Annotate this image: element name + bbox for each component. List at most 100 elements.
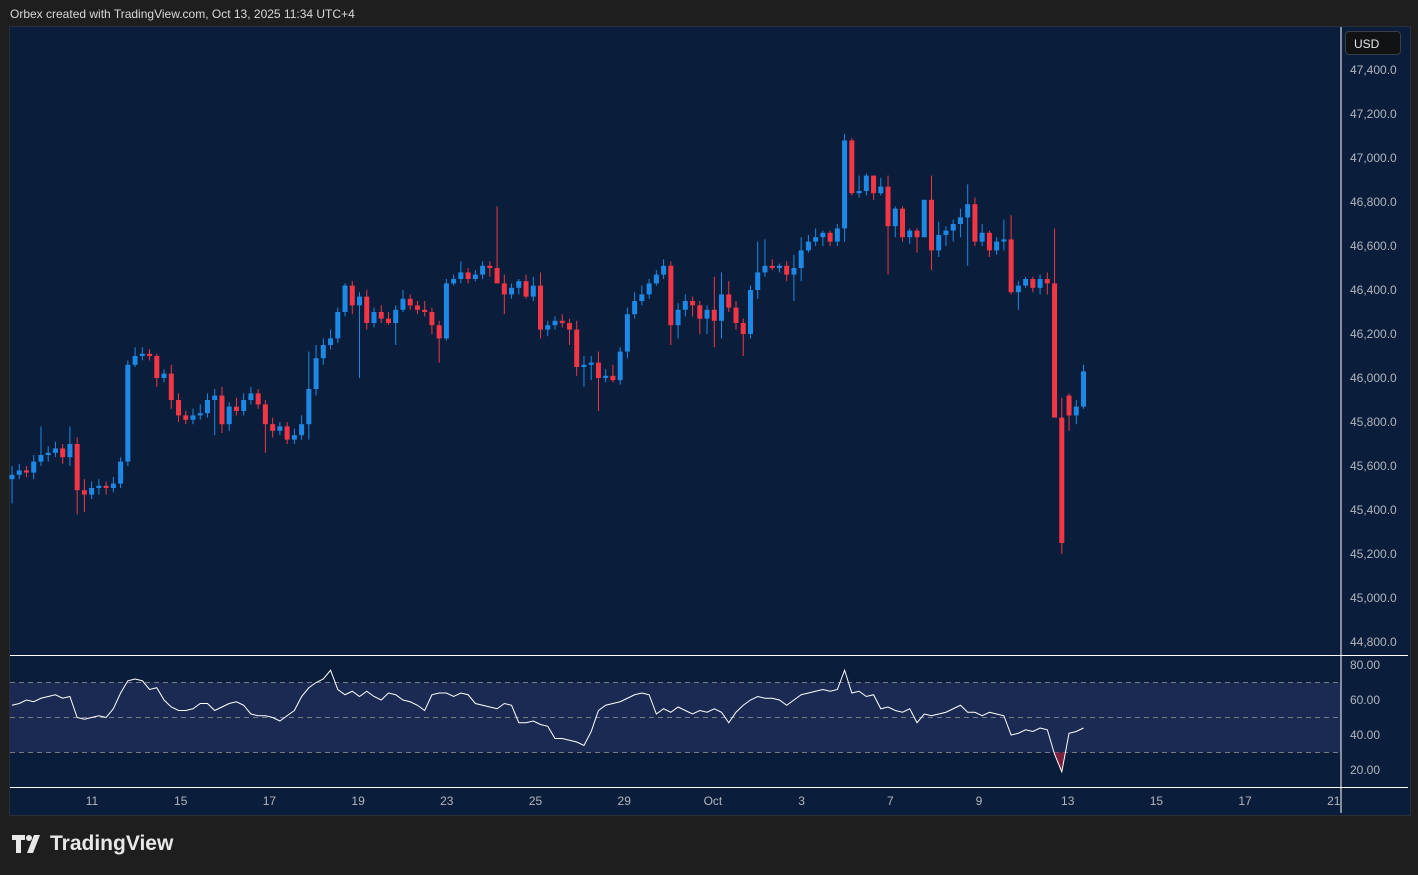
candle xyxy=(624,307,630,359)
candle xyxy=(226,402,232,431)
candle xyxy=(299,415,305,440)
candle xyxy=(755,241,761,299)
candle xyxy=(342,283,348,317)
candle-body xyxy=(827,232,833,242)
candle xyxy=(697,301,703,334)
candle-body xyxy=(957,217,963,224)
candle xyxy=(581,356,587,387)
candle-body xyxy=(762,265,768,273)
candle xyxy=(451,274,457,286)
candle-body xyxy=(603,375,609,378)
candle xyxy=(885,175,891,275)
candle xyxy=(762,239,768,277)
candle xyxy=(863,173,869,196)
candle-body xyxy=(443,283,449,339)
candle xyxy=(364,290,370,330)
candle-body xyxy=(168,373,174,400)
candle-body xyxy=(1008,239,1014,293)
candle-body xyxy=(719,294,725,321)
candle xyxy=(936,221,942,257)
candle xyxy=(1015,281,1021,310)
candle xyxy=(871,175,877,200)
candle-body xyxy=(863,175,869,191)
candle-body xyxy=(559,320,565,323)
candle-body xyxy=(856,191,862,194)
candle xyxy=(957,208,963,238)
candle-body xyxy=(516,281,522,288)
candle xyxy=(690,296,696,317)
candle-body xyxy=(1059,417,1065,543)
candle xyxy=(588,356,594,381)
candle-body xyxy=(472,274,478,279)
candle xyxy=(23,466,29,477)
candle-body xyxy=(465,272,471,279)
candle xyxy=(501,274,507,315)
candle-body xyxy=(378,312,384,319)
rsi-tick-label: 80.00 xyxy=(1350,658,1380,672)
candle xyxy=(1008,215,1014,295)
time-tick-label: 7 xyxy=(887,794,894,808)
candle xyxy=(972,197,978,246)
candle-body xyxy=(1081,371,1087,407)
candle xyxy=(632,292,638,319)
candle-body xyxy=(538,285,544,330)
candle xyxy=(233,397,239,416)
candle xyxy=(45,446,51,462)
candle xyxy=(89,481,95,499)
candle xyxy=(255,389,261,409)
candle xyxy=(914,228,920,253)
candle-body xyxy=(262,404,268,425)
candle-body xyxy=(581,364,587,367)
candle-body xyxy=(617,351,623,381)
candle xyxy=(168,364,174,409)
candle xyxy=(661,259,667,279)
candle xyxy=(118,457,124,488)
candle xyxy=(67,426,73,466)
currency-button[interactable]: USD xyxy=(1345,31,1401,55)
candle xyxy=(103,481,109,495)
candle-body xyxy=(110,483,116,488)
candle xyxy=(733,301,739,330)
candle xyxy=(371,307,377,328)
candle-body xyxy=(791,268,797,275)
candle-body xyxy=(1073,406,1079,416)
candle-body xyxy=(878,186,884,194)
candle xyxy=(516,279,522,295)
candle-body xyxy=(328,338,334,345)
candle xyxy=(646,279,652,299)
logo-text: TradingView xyxy=(50,832,174,855)
candle-body xyxy=(1030,279,1036,288)
candle-body xyxy=(820,232,826,238)
candle-body xyxy=(900,208,906,238)
candle xyxy=(834,224,840,246)
candle xyxy=(979,224,985,246)
rsi-tick-label: 40.00 xyxy=(1350,728,1380,742)
candle-body xyxy=(291,435,297,440)
candle-body xyxy=(646,283,652,295)
candle-body xyxy=(1037,279,1043,288)
candle xyxy=(805,235,811,253)
candle xyxy=(176,393,182,422)
candle xyxy=(378,305,384,323)
candle-body xyxy=(451,279,457,284)
candle-body xyxy=(176,400,182,416)
candle-body xyxy=(277,426,283,431)
candle xyxy=(248,386,254,405)
price-tick-label: 45,800.0 xyxy=(1350,415,1397,429)
candle-body xyxy=(306,389,312,425)
candle xyxy=(921,199,927,238)
candle-body xyxy=(690,301,696,306)
candle-body xyxy=(668,265,674,326)
candle-body xyxy=(552,320,558,326)
candle-body xyxy=(610,375,616,381)
candle-body xyxy=(154,356,160,378)
candle xyxy=(523,274,529,299)
candle xyxy=(1037,274,1043,295)
tradingview-logo[interactable]: TradingView xyxy=(12,832,173,856)
candle-body xyxy=(697,305,703,319)
candle xyxy=(313,345,319,396)
candle-body xyxy=(320,345,326,359)
price-tick-label: 46,600.0 xyxy=(1350,239,1397,253)
candle xyxy=(1023,276,1029,288)
